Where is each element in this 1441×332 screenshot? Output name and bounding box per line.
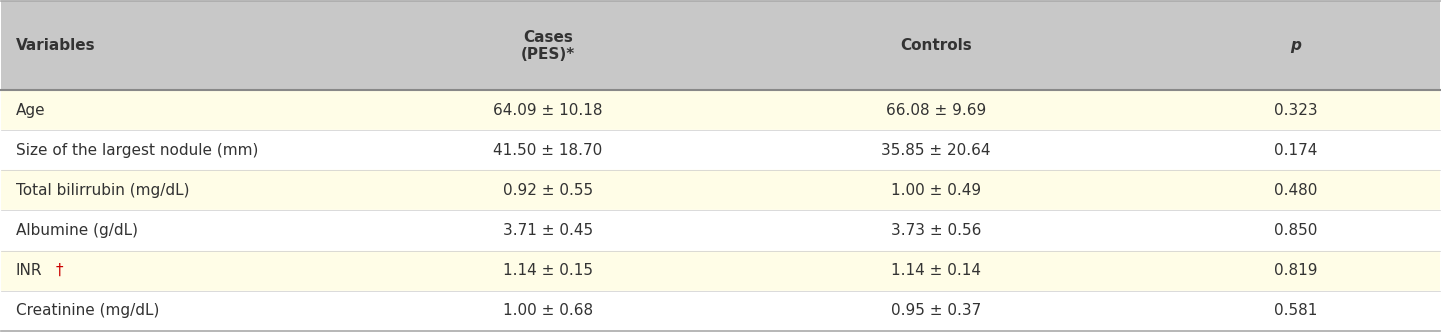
Text: INR: INR [16, 263, 42, 278]
Bar [1, 170, 1440, 210]
Text: p: p [1290, 38, 1301, 53]
Bar [1, 290, 1440, 331]
Text: Albumine (g/dL): Albumine (g/dL) [16, 223, 138, 238]
Text: Total bilirrubin (mg/dL): Total bilirrubin (mg/dL) [16, 183, 189, 198]
Text: 0.92 ± 0.55: 0.92 ± 0.55 [503, 183, 594, 198]
Text: 64.09 ± 10.18: 64.09 ± 10.18 [493, 103, 602, 118]
Bar [1, 251, 1440, 290]
Text: 1.00 ± 0.49: 1.00 ± 0.49 [891, 183, 981, 198]
Text: 1.14 ± 0.15: 1.14 ± 0.15 [503, 263, 592, 278]
Text: 3.73 ± 0.56: 3.73 ± 0.56 [891, 223, 981, 238]
Text: 0.480: 0.480 [1274, 183, 1317, 198]
Text: 0.819: 0.819 [1274, 263, 1317, 278]
Text: 1.00 ± 0.68: 1.00 ± 0.68 [503, 303, 594, 318]
Text: 3.71 ± 0.45: 3.71 ± 0.45 [503, 223, 594, 238]
Text: Age: Age [16, 103, 46, 118]
Text: 41.50 ± 18.70: 41.50 ± 18.70 [493, 143, 602, 158]
Text: 0.95 ± 0.37: 0.95 ± 0.37 [891, 303, 981, 318]
Bar [1, 1, 1440, 90]
Text: 0.323: 0.323 [1274, 103, 1317, 118]
Text: †: † [56, 263, 63, 278]
Text: Controls: Controls [901, 38, 973, 53]
Text: 0.850: 0.850 [1274, 223, 1317, 238]
Text: Cases
(PES)*: Cases (PES)* [520, 30, 575, 62]
Bar [1, 130, 1440, 170]
Bar [1, 90, 1440, 130]
Text: Variables: Variables [16, 38, 95, 53]
Text: Creatinine (mg/dL): Creatinine (mg/dL) [16, 303, 159, 318]
Text: 35.85 ± 20.64: 35.85 ± 20.64 [882, 143, 991, 158]
Text: 0.581: 0.581 [1274, 303, 1317, 318]
Bar [1, 210, 1440, 251]
Text: 1.14 ± 0.14: 1.14 ± 0.14 [891, 263, 981, 278]
Text: Size of the largest nodule (mm): Size of the largest nodule (mm) [16, 143, 258, 158]
Text: 0.174: 0.174 [1274, 143, 1317, 158]
Text: 66.08 ± 9.69: 66.08 ± 9.69 [886, 103, 986, 118]
